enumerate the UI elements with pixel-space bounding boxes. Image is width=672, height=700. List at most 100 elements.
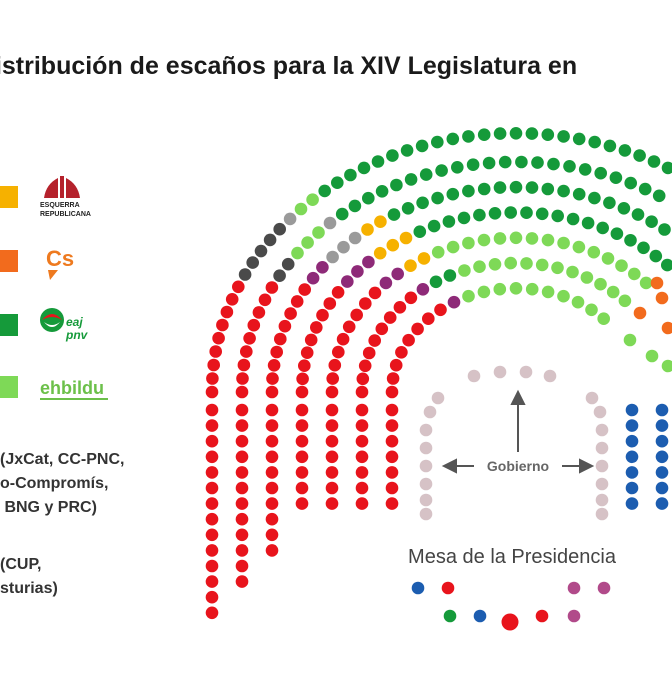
seat-104 (265, 403, 279, 417)
seat-240 (416, 283, 430, 296)
seat-11 (205, 575, 219, 588)
mesa-seat-7 (535, 609, 549, 623)
mesa-seat-4 (443, 609, 457, 623)
seat-225 (355, 419, 369, 432)
seat-62 (235, 512, 249, 526)
seat-167 (362, 255, 375, 269)
seat-148 (658, 223, 671, 236)
seat-257 (385, 434, 399, 448)
seat-112 (265, 528, 279, 542)
seat-103 (652, 189, 666, 203)
seat-18 (212, 331, 225, 345)
seat-10 (205, 559, 219, 573)
seat-280 (597, 312, 610, 326)
seat-90 (451, 161, 464, 174)
legend-others-line-1: (JxCat, CC-PNC, (0, 451, 125, 468)
seat-207 (404, 259, 417, 273)
legend-mixed-line-2: sturias) (0, 580, 58, 597)
seat-130 (387, 208, 401, 221)
seat-64 (235, 544, 249, 557)
seat-85 (375, 185, 389, 198)
seat-163 (323, 297, 337, 310)
seat-160 (304, 333, 318, 347)
seat-221 (615, 259, 628, 273)
seat-75 (265, 281, 279, 294)
seat-301 (661, 359, 672, 373)
seat-162 (316, 308, 329, 322)
seat-26 (263, 233, 277, 247)
seat-288 (655, 403, 669, 417)
seat-181 (566, 212, 580, 226)
seat-3 (205, 450, 219, 464)
seat-125 (326, 250, 339, 264)
seat-259 (385, 466, 399, 479)
seat-54 (661, 161, 672, 175)
seat-186 (637, 241, 650, 255)
seat-9 (205, 544, 219, 557)
seat-255 (385, 403, 399, 417)
seat-284 (625, 450, 639, 464)
seat-137 (493, 181, 507, 194)
seat-287 (625, 497, 639, 510)
seat-72 (247, 318, 261, 332)
seat-126 (337, 240, 350, 254)
seat-16 (207, 358, 220, 372)
mesa-presidencia-seats (411, 581, 611, 631)
seat-116 (267, 359, 281, 372)
seat-8 (205, 528, 219, 542)
seat-93 (498, 155, 512, 169)
legend-others-line-3: BNG y PRC) (0, 499, 97, 516)
seat-106 (265, 434, 279, 448)
seat-37 (400, 144, 414, 157)
seat-138 (509, 180, 523, 194)
seat-274 (509, 282, 523, 295)
seat-191 (325, 434, 339, 448)
seat-168 (373, 246, 387, 260)
seat-211 (462, 236, 475, 250)
seat-214 (509, 231, 523, 245)
seat-166 (351, 265, 364, 278)
seat-155 (295, 497, 309, 510)
seat-293 (655, 481, 669, 495)
seat-66 (235, 575, 249, 588)
seat-244 (473, 260, 486, 274)
seat-17 (209, 345, 222, 358)
seat-142 (572, 187, 586, 201)
seat-152 (295, 450, 309, 464)
seat-13 (205, 606, 219, 620)
seat-145 (617, 202, 631, 215)
seat-154 (295, 481, 309, 495)
seat-248 (535, 258, 549, 272)
seat-20 (220, 305, 234, 319)
seat-113 (265, 544, 279, 557)
seat-261 (385, 497, 399, 510)
legend-group-mixed: (CUP, sturias) (0, 553, 58, 601)
seat-229 (355, 481, 369, 495)
pnv-logo-text-1: eaj (66, 315, 83, 329)
seat-246 (504, 256, 517, 270)
seat-260 (385, 481, 399, 495)
seat-235 (368, 334, 382, 347)
seat-303 (493, 365, 507, 379)
eaj-pnv-logo: eaj pnv (38, 304, 98, 351)
seat-80 (312, 226, 325, 239)
seat-34 (357, 161, 371, 175)
seat-76 (273, 269, 286, 283)
seat-309 (419, 441, 433, 455)
seat-5 (205, 481, 219, 495)
seat-174 (457, 211, 471, 225)
seat-311 (419, 477, 433, 491)
seat-224 (355, 403, 369, 417)
seat-68 (236, 372, 249, 385)
seat-133 (431, 191, 444, 205)
seat-203 (359, 297, 372, 310)
legend-others-line-2: o-Compromís, (0, 475, 109, 492)
seat-7 (205, 512, 219, 526)
seat-242 (443, 269, 457, 282)
seat-313 (419, 507, 433, 521)
seat-187 (649, 249, 663, 263)
seat-159 (300, 346, 314, 360)
seat-193 (325, 466, 339, 479)
seat-230 (355, 497, 369, 510)
mesa-seat-3 (597, 581, 611, 595)
